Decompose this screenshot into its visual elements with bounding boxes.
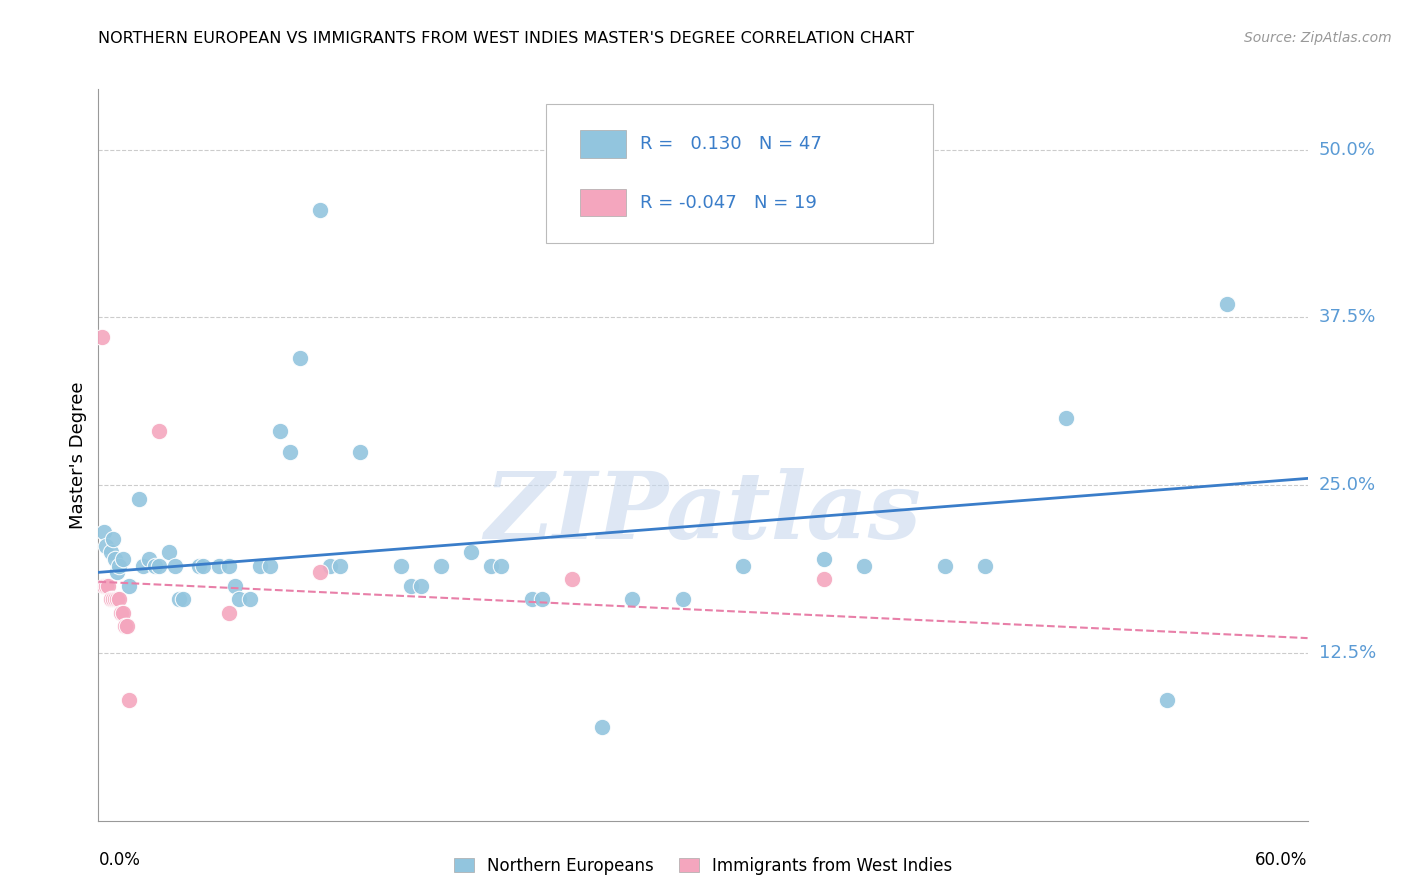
Point	[309, 566, 332, 580]
Point	[107, 558, 129, 573]
FancyBboxPatch shape	[579, 130, 626, 158]
Point	[96, 539, 118, 553]
Point	[111, 606, 134, 620]
Point	[148, 558, 170, 573]
Text: 12.5%: 12.5%	[1319, 644, 1376, 662]
Point	[409, 579, 432, 593]
Point	[107, 592, 129, 607]
Text: 50.0%: 50.0%	[1319, 141, 1375, 159]
Point	[91, 330, 114, 344]
Point	[224, 579, 246, 593]
Point	[853, 558, 876, 573]
Legend: Northern Europeans, Immigrants from West Indies: Northern Europeans, Immigrants from West…	[447, 850, 959, 882]
Point	[591, 720, 613, 734]
Point	[218, 606, 240, 620]
Point	[733, 558, 755, 573]
Text: ZIPatlas: ZIPatlas	[485, 468, 921, 558]
Point	[163, 558, 186, 573]
Point	[239, 592, 262, 607]
Point	[813, 572, 835, 586]
Point	[114, 619, 136, 633]
Point	[520, 592, 543, 607]
Point	[93, 525, 115, 540]
Point	[530, 592, 553, 607]
Y-axis label: Master's Degree: Master's Degree	[69, 381, 87, 529]
Point	[101, 532, 124, 546]
FancyBboxPatch shape	[546, 103, 932, 243]
Text: R =   0.130   N = 47: R = 0.130 N = 47	[640, 135, 823, 153]
Point	[491, 558, 513, 573]
Text: 37.5%: 37.5%	[1319, 309, 1376, 326]
Point	[128, 491, 150, 506]
Point	[399, 579, 422, 593]
Point	[278, 444, 301, 458]
FancyBboxPatch shape	[579, 189, 626, 217]
Point	[672, 592, 695, 607]
Text: NORTHERN EUROPEAN VS IMMIGRANTS FROM WEST INDIES MASTER'S DEGREE CORRELATION CHA: NORTHERN EUROPEAN VS IMMIGRANTS FROM WES…	[98, 31, 914, 46]
Point	[309, 202, 332, 217]
Point	[481, 558, 503, 573]
Point	[167, 592, 190, 607]
Point	[143, 558, 166, 573]
Point	[259, 558, 281, 573]
Point	[349, 444, 371, 458]
Point	[97, 579, 120, 593]
Text: 0.0%: 0.0%	[98, 851, 141, 869]
Point	[218, 558, 240, 573]
Point	[148, 425, 170, 439]
Point	[188, 558, 211, 573]
Point	[621, 592, 644, 607]
Point	[100, 545, 122, 559]
Point	[934, 558, 956, 573]
Point	[132, 558, 155, 573]
Point	[138, 552, 160, 566]
Point	[115, 619, 138, 633]
Point	[329, 558, 352, 573]
Point	[460, 545, 482, 559]
Point	[1054, 411, 1077, 425]
Point	[157, 545, 180, 559]
Point	[1216, 297, 1239, 311]
Point	[105, 592, 128, 607]
Text: 25.0%: 25.0%	[1319, 476, 1376, 494]
Text: Source: ZipAtlas.com: Source: ZipAtlas.com	[1244, 31, 1392, 45]
Text: 60.0%: 60.0%	[1256, 851, 1308, 869]
Text: R = -0.047   N = 19: R = -0.047 N = 19	[640, 194, 817, 211]
Point	[100, 592, 122, 607]
Point	[319, 558, 342, 573]
Point	[101, 592, 124, 607]
Point	[118, 579, 141, 593]
Point	[269, 425, 291, 439]
Point	[111, 552, 134, 566]
Point	[974, 558, 997, 573]
Point	[110, 606, 132, 620]
Point	[103, 552, 125, 566]
Point	[1156, 693, 1178, 707]
Point	[172, 592, 194, 607]
Point	[208, 558, 231, 573]
Point	[813, 552, 835, 566]
Point	[228, 592, 250, 607]
Point	[118, 693, 141, 707]
Point	[249, 558, 271, 573]
Point	[561, 572, 583, 586]
Point	[288, 351, 311, 365]
Point	[389, 558, 412, 573]
Point	[93, 579, 115, 593]
Point	[96, 579, 118, 593]
Point	[193, 558, 215, 573]
Point	[103, 592, 125, 607]
Point	[430, 558, 453, 573]
Point	[105, 566, 128, 580]
